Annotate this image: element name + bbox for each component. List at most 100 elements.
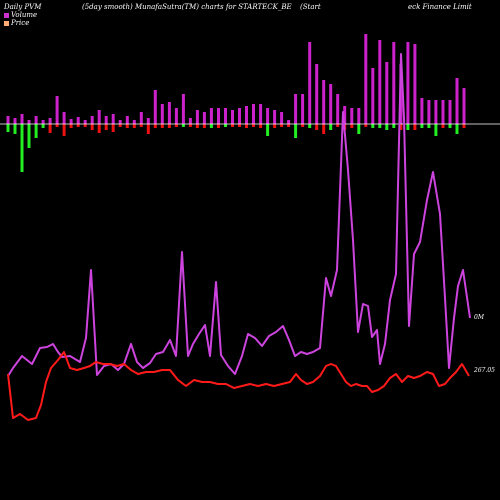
volume-bar-up — [392, 42, 396, 124]
volume-bar-down — [231, 124, 234, 127]
volume-bar-down — [406, 124, 410, 130]
volume-bar-up — [455, 78, 459, 124]
volume-bar-down — [174, 124, 178, 127]
volume-bar-down — [385, 124, 389, 130]
volume-bar-down — [55, 124, 59, 127]
volume-bar-up — [224, 108, 227, 124]
volume-bar-down — [153, 124, 157, 128]
volume-bar-up — [420, 98, 424, 124]
chart-header-right2: eck Finance Limit — [408, 3, 472, 11]
volume-bar-down — [420, 124, 424, 128]
volume-bar-down — [301, 124, 305, 127]
volume-bar-up — [280, 112, 284, 124]
volume-bar-up — [125, 116, 129, 124]
volume-bar-up — [336, 94, 340, 124]
volume-bars — [6, 34, 466, 172]
volume-bar-up — [153, 90, 157, 124]
volume-bar-up — [322, 80, 326, 124]
volume-bar-up — [27, 120, 31, 124]
chart-header-left: Daily PVM — [4, 3, 42, 11]
volume-bar-down — [287, 124, 291, 127]
volume-bar-up — [259, 104, 263, 124]
volume-bar-down — [413, 124, 417, 130]
volume-bar-down — [202, 124, 206, 128]
volume-bar-down — [217, 124, 220, 128]
volume-bar-up — [69, 119, 73, 124]
volume-bar-down — [34, 124, 38, 138]
volume-bar-up — [385, 62, 389, 124]
volume-axis-label: 0M — [474, 314, 484, 321]
volume-bar-down — [427, 124, 431, 128]
volume-bar-down — [441, 124, 445, 128]
volume-bar-up — [90, 116, 94, 124]
volume-bar-up — [188, 118, 192, 124]
volume-bar-up — [13, 118, 17, 124]
volume-bar-down — [308, 124, 312, 128]
volume-bar-down — [125, 124, 129, 128]
volume-bar-up — [209, 108, 213, 124]
volume-bar-down — [167, 124, 171, 128]
volume-bar-down — [13, 124, 17, 134]
volume-bar-up — [118, 120, 122, 124]
volume-bar-up — [252, 104, 255, 124]
volume-bar-down — [188, 124, 192, 127]
volume-bar-up — [441, 100, 445, 124]
volume-bar-down — [146, 124, 150, 134]
volume-bar-down — [97, 124, 101, 133]
volume-bar-down — [455, 124, 459, 134]
volume-bar-down — [90, 124, 94, 130]
volume-bar-up — [329, 84, 333, 124]
volume-bar-down — [224, 124, 227, 127]
volume-bar-down — [160, 124, 164, 128]
volume-bar-up — [301, 94, 305, 124]
volume-bar-down — [181, 124, 185, 127]
volume-bar-up — [76, 117, 80, 124]
legend-volume-label: Volume — [11, 11, 38, 19]
volume-bar-up — [371, 68, 375, 124]
volume-bar-up — [202, 112, 206, 124]
volume-bar-up — [343, 106, 347, 124]
volume-bar-down — [329, 124, 333, 130]
volume-bar-down — [364, 124, 368, 127]
volume-bar-up — [357, 108, 361, 124]
volume-bar-down — [20, 124, 24, 172]
volume-bar-up — [238, 108, 241, 124]
volume-bar-down — [392, 124, 396, 128]
volume-bar-up — [378, 40, 382, 124]
volume-bar-down — [273, 124, 277, 128]
volume-bar-down — [462, 124, 466, 128]
volume-bar-down — [209, 124, 213, 128]
volume-bar-down — [350, 124, 354, 128]
price-line — [7, 351, 470, 421]
volume-bar-down — [399, 124, 403, 130]
volume-bar-up — [146, 118, 150, 124]
volume-bar-down — [336, 124, 340, 127]
volume-bar-up — [413, 44, 417, 124]
volume-bar-up — [132, 120, 136, 124]
price-axis-label: 267.05 — [474, 367, 495, 374]
volume-bar-down — [83, 124, 87, 127]
volume-bar-down — [111, 124, 115, 132]
volume-bar-up — [273, 110, 277, 124]
volume-bar-up — [350, 108, 354, 124]
volume-bar-up — [448, 100, 452, 124]
volume-bar-down — [357, 124, 361, 134]
legend-volume: Volume — [4, 11, 37, 19]
volume-bar-up — [104, 116, 108, 124]
volume-bar-up — [174, 108, 178, 124]
volume-bar-up — [181, 94, 185, 124]
legend-price: Price — [4, 19, 29, 27]
volume-bar-down — [294, 124, 298, 138]
volume-line — [7, 53, 471, 377]
volume-bar-down — [448, 124, 452, 128]
volume-bar-up — [167, 102, 171, 124]
volume-bar-down — [322, 124, 326, 134]
volume-bar-up — [245, 106, 248, 124]
legend-volume-swatch — [4, 12, 9, 18]
volume-bar-down — [378, 124, 382, 128]
volume-bar-up — [231, 110, 234, 124]
volume-bar-up — [266, 108, 270, 124]
volume-bar-down — [118, 124, 122, 127]
volume-bar-up — [462, 88, 466, 124]
